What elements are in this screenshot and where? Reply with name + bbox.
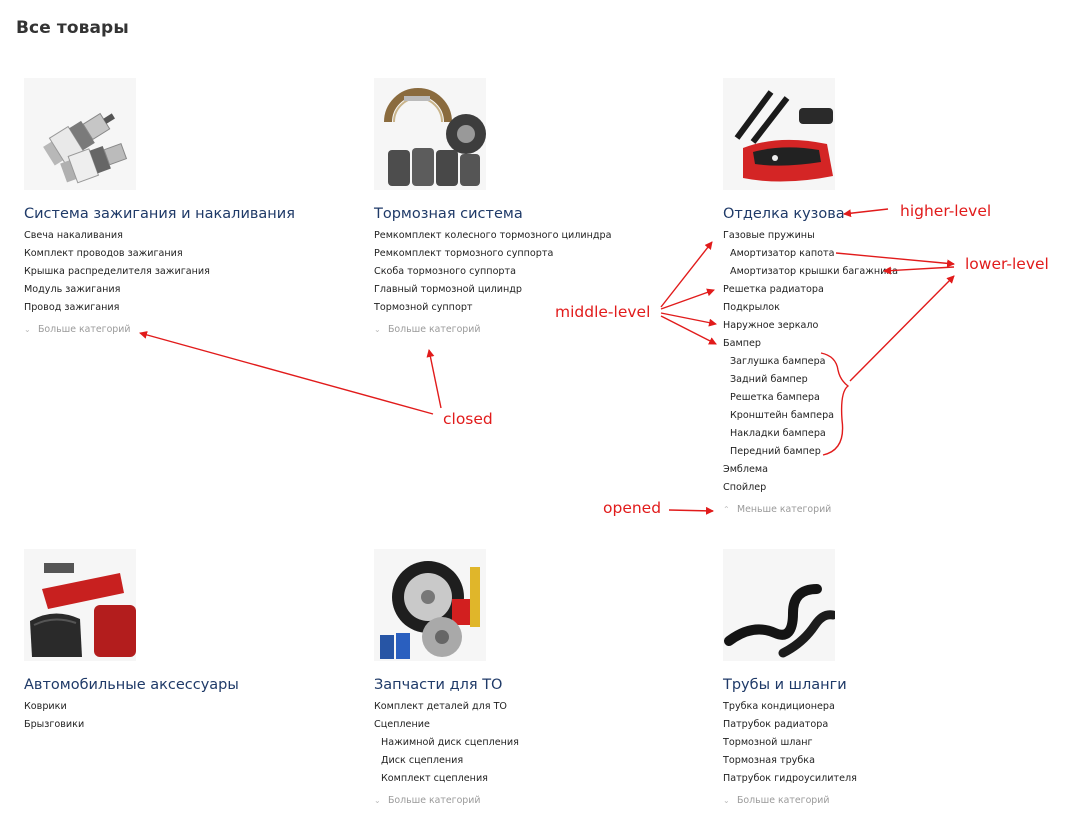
toggle-label: Больше категорий [388,795,481,806]
subcategory-list: Газовые пружины Амортизатор капота Амортиз… [723,227,1043,497]
subcategory-link[interactable]: Газовые пружины [723,230,815,241]
subcategory-list: Ремкомплект колесного тормозного цилиндр… [374,227,694,317]
chevron-down-icon: ⌄ [374,796,381,805]
annotation-middle-level: middle-level [555,303,651,321]
subcategory-link[interactable]: Главный тормозной цилиндр [374,284,522,295]
toggle-label: Меньше категорий [737,504,832,515]
subcategory-link[interactable]: Тормозной суппорт [374,302,473,313]
subcategory-link[interactable]: Ремкомплект колесного тормозного цилиндр… [374,230,612,241]
subcategory-link[interactable]: Брызговики [24,719,85,730]
chevron-down-icon: ⌄ [374,325,381,334]
subcategory-link[interactable]: Патрубок гидроусилителя [723,773,857,784]
spark-plugs-icon [24,78,136,190]
chevron-down-icon: ⌄ [24,325,31,334]
subcategory-link[interactable]: Комплект проводов зажигания [24,248,183,259]
subcategory-link[interactable]: Коврики [24,701,67,712]
subcategory-list: Коврики Брызговики [24,698,344,734]
hoses-icon [723,549,835,661]
service-parts-icon [374,549,486,661]
subcategory-child-link[interactable]: Амортизатор капота [730,248,835,259]
subcategory-child-link[interactable]: Заглушка бампера [730,356,826,367]
show-more-toggle[interactable]: ⌄ Больше категорий [24,323,344,337]
category-card-brakes: Тормозная система Ремкомплект колесного … [374,78,694,337]
toggle-label: Больше категорий [737,795,830,806]
subcategory-link[interactable]: Скоба тормозного суппорта [374,266,516,277]
category-title[interactable]: Тормозная система [374,206,523,222]
subcategory-child-link[interactable]: Накладки бампера [730,428,826,439]
subcategory-child-link[interactable]: Амортизатор крышки багажника [730,266,899,277]
annotation-closed: closed [443,410,493,428]
subcategory-list: Трубка кондиционера Патрубок радиатора Тор… [723,698,1043,788]
arrow-opened [668,506,714,515]
car-jack-icon [24,549,136,661]
page-title: Все товары [16,18,129,38]
subcategory-link[interactable]: Комплект деталей для ТО [374,701,507,712]
annotation-lower-level: lower-level [965,255,1049,273]
subcategory-child-link[interactable]: Диск сцепления [381,755,464,766]
subcategory-list: Свеча накаливания Комплект проводов зажиг… [24,227,344,317]
subcategory-link[interactable]: Сцепление [374,719,430,730]
subcategory-link[interactable]: Тормозная трубка [723,755,815,766]
category-card-hoses: Трубы и шланги Трубка кондиционера Патруб… [723,549,1043,808]
subcategory-link[interactable]: Патрубок радиатора [723,719,829,730]
subcategory-link[interactable]: Подкрылок [723,302,780,313]
category-image-service-parts[interactable] [374,549,486,661]
chevron-up-icon: ⌃ [723,505,730,514]
toggle-label: Больше категорий [38,324,131,335]
subcategory-link[interactable]: Ремкомплект тормозного суппорта [374,248,554,259]
subcategory-link[interactable]: Трубка кондиционера [723,701,835,712]
show-more-toggle[interactable]: ⌄ Больше категорий [723,794,1043,808]
show-less-toggle[interactable]: ⌃ Меньше категорий [723,503,1043,517]
subcategory-link[interactable]: Модуль зажигания [24,284,121,295]
category-title[interactable]: Система зажигания и накаливания [24,206,295,222]
subcategory-link[interactable]: Решетка радиатора [723,284,824,295]
show-more-toggle[interactable]: ⌄ Больше категорий [374,794,694,808]
category-card-body: Отделка кузова Газовые пружины Амортизато… [723,78,1043,517]
body-parts-icon [723,78,835,190]
chevron-down-icon: ⌄ [723,796,730,805]
category-title[interactable]: Трубы и шланги [723,677,847,693]
arrow-closed-1 [139,331,434,415]
category-image-car-jack[interactable] [24,549,136,661]
category-image-body-parts[interactable] [723,78,835,190]
category-card-service: Запчасти для ТО Комплект деталей для ТО С… [374,549,694,808]
subcategory-link[interactable]: Наружное зеркало [723,320,819,331]
category-title[interactable]: Автомобильные аксессуары [24,677,239,693]
category-title[interactable]: Запчасти для ТО [374,677,503,693]
subcategory-child-link[interactable]: Кронштейн бампера [730,410,835,421]
subcategory-child-link[interactable]: Передний бампер [730,446,821,457]
category-image-hoses[interactable] [723,549,835,661]
subcategory-child-link[interactable]: Задний бампер [730,374,808,385]
brake-parts-icon [374,78,486,190]
subcategory-link[interactable]: Бампер [723,338,761,349]
subcategory-link[interactable]: Свеча накаливания [24,230,123,241]
subcategory-link[interactable]: Тормозной шланг [723,737,813,748]
annotation-higher-level: higher-level [900,202,992,220]
category-image-spark-plugs[interactable] [24,78,136,190]
annotation-opened: opened [603,499,662,517]
category-card-accessories: Автомобильные аксессуары Коврики Брызгови… [24,549,344,734]
subcategory-link[interactable]: Спойлер [723,482,767,493]
subcategory-list: Комплект деталей для ТО Сцепление Нажимной… [374,698,694,788]
subcategory-link[interactable]: Крышка распределителя зажигания [24,266,210,277]
subcategory-link[interactable]: Провод зажигания [24,302,120,313]
category-title[interactable]: Отделка кузова [723,206,845,222]
subcategory-link[interactable]: Эмблема [723,464,769,475]
subcategory-child-link[interactable]: Решетка бампера [730,392,820,403]
subcategory-child-link[interactable]: Нажимной диск сцепления [381,737,519,748]
category-image-brake-parts[interactable] [374,78,486,190]
toggle-label: Больше категорий [388,324,481,335]
show-more-toggle[interactable]: ⌄ Больше категорий [374,323,694,337]
subcategory-child-link[interactable]: Комплект сцепления [381,773,488,784]
arrow-closed-2 [426,349,442,409]
category-card-ignition: Система зажигания и накаливания Свеча на… [24,78,344,337]
